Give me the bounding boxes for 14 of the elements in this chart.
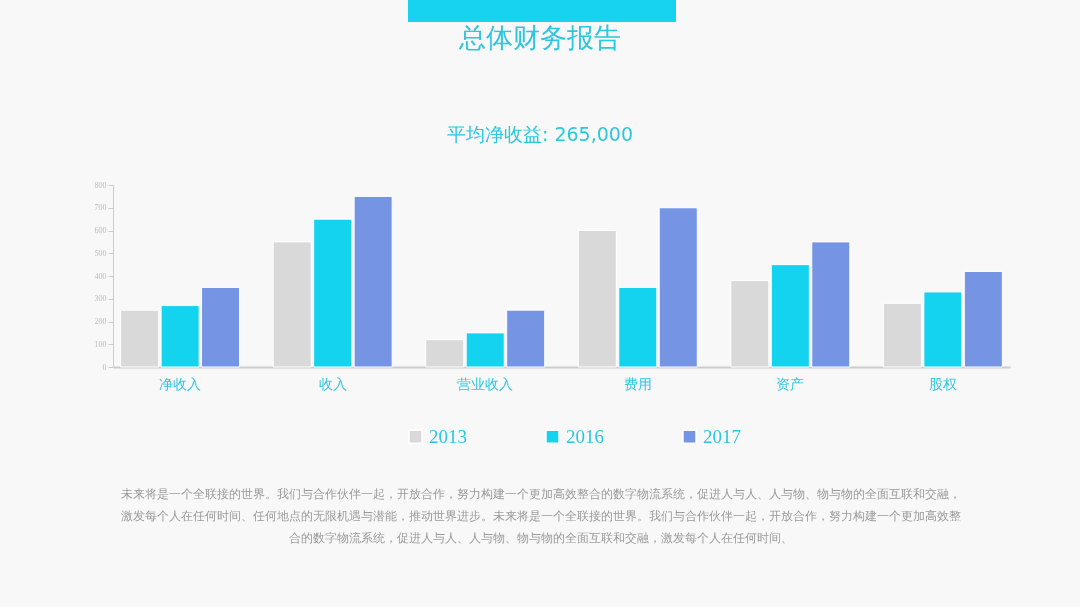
x-tick-label: 费用 <box>623 375 652 392</box>
x-tick-label: 资产 <box>776 375 805 392</box>
bar <box>658 207 698 368</box>
chart-subtitle: 平均净收益: 265,000 <box>446 122 634 147</box>
x-tick-label: 营业收入 <box>457 375 514 392</box>
x-tick-label: 股权 <box>928 375 957 392</box>
legend-label: 2016 <box>566 425 604 447</box>
bar <box>425 339 465 368</box>
chart-title: 总体财务报告 <box>458 21 622 55</box>
legend-label: 2013 <box>429 425 467 447</box>
x-tick-label: 收入 <box>318 375 347 392</box>
x-tick-label: 净收入 <box>159 375 202 392</box>
legend-label: 2017 <box>703 425 741 447</box>
text: 未来将是一个全联接的世界。我们与合作伙伴一起，开放合作，努力构建一个更加高效整合的数字物流系统，促进人与人、人与物、物与物的全面互联和交融，激发每个人在任何时间、任何地点的无限机遇与潜能，推动世界进步。未来将是一个全联接的世界。我们与合作伙伴一起，开放合作，努力构建一个更加高效整合的数字物流系统，促进人与人、人与物、物与物的全面互联和交融，激发每个人在任何时间、 <box>119 486 962 547</box>
